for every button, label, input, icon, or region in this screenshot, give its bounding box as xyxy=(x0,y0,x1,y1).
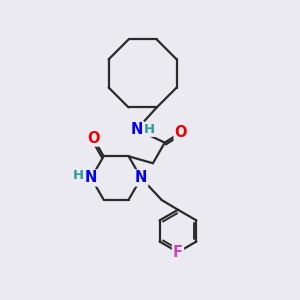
Text: H: H xyxy=(73,169,84,182)
Text: F: F xyxy=(173,245,183,260)
Text: N: N xyxy=(135,170,147,185)
Text: H: H xyxy=(144,123,155,136)
Text: O: O xyxy=(175,125,187,140)
Text: O: O xyxy=(87,130,100,146)
Text: N: N xyxy=(130,122,143,137)
Text: N: N xyxy=(85,170,97,185)
